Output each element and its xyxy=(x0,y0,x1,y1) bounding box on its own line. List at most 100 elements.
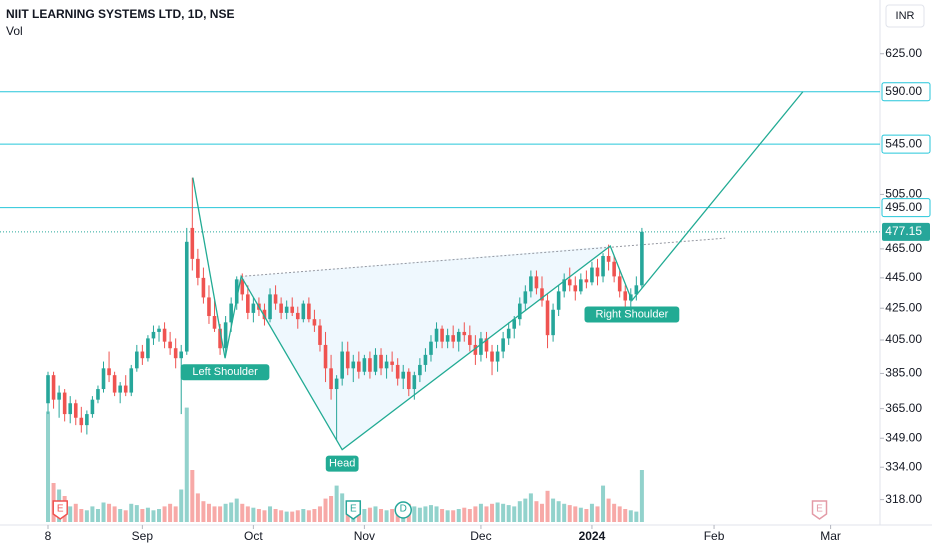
candle-body xyxy=(451,335,455,342)
candle-body xyxy=(545,300,550,336)
volume-bar xyxy=(484,506,489,522)
candle-body xyxy=(357,361,361,372)
volume-bar xyxy=(373,506,378,522)
x-tick-label: 2024 xyxy=(579,529,606,543)
volume-bar xyxy=(623,509,628,522)
candle-body xyxy=(157,328,161,332)
volume-bar xyxy=(317,506,322,522)
volume-bar xyxy=(467,509,472,522)
candle-body xyxy=(634,285,639,295)
candle-body xyxy=(57,392,61,400)
volume-bar xyxy=(367,507,372,522)
price-label-box xyxy=(881,198,931,218)
candle-body xyxy=(640,231,644,286)
volume-bar xyxy=(551,498,556,522)
pattern-fill xyxy=(241,246,611,450)
y-tick-label: 385.00 xyxy=(885,366,922,380)
candle-body xyxy=(479,338,483,355)
volume-bar xyxy=(95,509,100,522)
candle-body xyxy=(501,338,505,352)
event-label: E xyxy=(816,504,823,515)
candle-body xyxy=(434,328,439,342)
candle-body xyxy=(551,309,555,336)
candle-body xyxy=(418,364,422,376)
annotation-box xyxy=(180,364,270,381)
candle-body xyxy=(456,331,461,342)
price-label: 545.00 xyxy=(885,136,922,150)
volume-bar xyxy=(240,503,245,522)
candle-body xyxy=(556,291,561,310)
volume-bar xyxy=(134,505,139,522)
candle-body xyxy=(223,322,228,349)
y-tick-label: 334.00 xyxy=(885,459,922,473)
price-label: 590.00 xyxy=(885,84,922,98)
candle-body xyxy=(201,277,206,298)
candle-body xyxy=(162,328,167,342)
volume-bar xyxy=(279,510,284,522)
candle-body xyxy=(290,306,295,313)
y-tick-label: 465.00 xyxy=(885,241,922,255)
candle-body xyxy=(462,331,467,336)
currency-button[interactable] xyxy=(885,4,925,28)
candle-body xyxy=(90,399,95,415)
volume-bar xyxy=(290,511,295,522)
volume-bar xyxy=(567,505,572,522)
candle-body xyxy=(279,303,283,313)
volume-bar xyxy=(340,493,345,522)
candle-body xyxy=(146,338,150,359)
candle-body xyxy=(523,291,528,304)
volume-bar xyxy=(428,505,433,522)
candle-body xyxy=(240,279,245,295)
candle-body xyxy=(273,294,278,304)
volume-bar xyxy=(589,503,594,522)
volume-bar xyxy=(634,511,639,522)
candle-body xyxy=(490,351,494,362)
last-price-label: 477.15 xyxy=(885,224,922,238)
volume-bar xyxy=(445,510,450,522)
candle-body xyxy=(101,368,106,390)
volume-bar xyxy=(506,505,511,522)
volume-bar xyxy=(68,506,73,522)
annotation: Head xyxy=(329,458,355,470)
candle-body xyxy=(68,403,73,415)
volume-bar xyxy=(562,503,567,522)
volume-bar xyxy=(101,502,106,522)
volume-bar xyxy=(639,470,644,522)
y-tick-label: 365.00 xyxy=(885,401,922,415)
volume-bar xyxy=(234,498,239,522)
volume-bar xyxy=(362,509,367,522)
candle-body xyxy=(473,344,478,355)
y-tick-label: 505.00 xyxy=(885,187,922,201)
volume-bar xyxy=(456,509,461,522)
candle-body xyxy=(429,341,433,355)
x-tick-label: 8 xyxy=(45,529,52,543)
volume-bar xyxy=(523,498,528,522)
volume-bar xyxy=(440,509,445,522)
volume-bar xyxy=(173,506,178,522)
volume-bar xyxy=(495,502,500,522)
volume-bar xyxy=(46,411,51,522)
annotation-box xyxy=(584,306,680,323)
volume-bar xyxy=(145,507,150,522)
currency-label[interactable]: INR xyxy=(896,10,915,22)
candle-body xyxy=(340,351,344,379)
volume-bar xyxy=(206,503,211,522)
volume-bar xyxy=(268,506,273,522)
x-tick-label: Sep xyxy=(132,529,154,543)
volume-bar xyxy=(295,510,300,522)
volume-bar xyxy=(490,503,495,522)
volume-bar xyxy=(179,489,184,522)
candle-body xyxy=(406,371,411,390)
candle-body xyxy=(623,291,628,301)
volume-bar xyxy=(73,503,78,522)
candle-body xyxy=(229,303,233,323)
candle-body xyxy=(351,361,356,369)
volume-bar xyxy=(478,503,483,522)
volume-bar xyxy=(595,506,600,522)
event-badge xyxy=(52,500,68,520)
event-label: E xyxy=(57,504,64,515)
candle-body xyxy=(207,297,211,317)
volume-bar xyxy=(390,509,395,522)
volume-bar xyxy=(79,509,84,522)
volume-bar xyxy=(434,506,439,522)
